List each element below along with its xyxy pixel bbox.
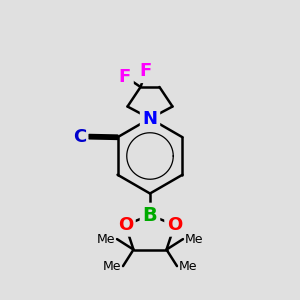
Text: F: F [119,68,131,85]
Text: O: O [167,216,182,234]
Text: N: N [142,110,158,128]
Text: Me: Me [97,232,116,246]
Text: C: C [74,128,87,146]
Text: F: F [140,62,152,80]
Text: Me: Me [178,260,197,273]
Text: Me: Me [184,232,203,246]
Text: B: B [142,206,158,225]
Text: Me: Me [103,260,122,273]
Text: O: O [118,216,133,234]
